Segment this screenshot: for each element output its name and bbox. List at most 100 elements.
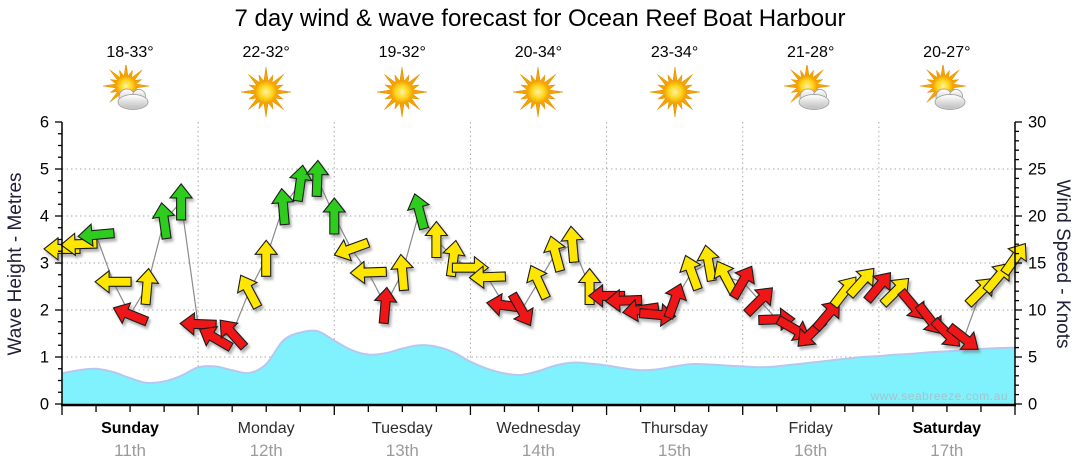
wind-arrow [254,239,279,277]
wind-arrow [77,223,115,248]
watermark: www.seabreeze.com.au [870,389,1008,403]
day-temp-range: 18-33° [106,44,154,61]
wind-arrow [219,319,249,351]
wind-arrow [1000,242,1027,277]
sun-icon [649,66,700,118]
wind-arrow [507,291,534,327]
sun-icon [377,66,428,118]
wind-arrow [151,201,176,240]
cloud-icon [117,88,149,110]
svg-text:20: 20 [1028,208,1046,226]
day-name: Monday [237,420,295,437]
wave-height-area [62,330,1015,404]
svg-text:2: 2 [40,302,49,320]
wind-arrow [812,300,840,333]
day-name: Saturday [912,420,982,437]
svg-text:15: 15 [1028,255,1046,273]
svg-text:0: 0 [1028,396,1037,414]
wind-arrow [135,267,160,306]
wind-arrow [349,260,388,285]
day-header: 21-28° [743,44,879,119]
day-name: Thursday [641,420,708,437]
wind-arrow [60,232,98,257]
day-header: 22-32° [198,44,334,119]
wind-arrow [663,282,688,320]
day-label: Monday 12th [198,420,334,461]
day-temp-range: 19-32° [378,44,426,61]
weather-icon-sun [607,65,743,119]
wind-arrow [577,267,602,306]
wind-arrow [560,225,585,264]
wind-arrow [270,187,295,226]
weather-icon-sun-cloud [62,62,198,119]
svg-text:30: 30 [1028,114,1046,132]
page-title: 7 day wind & wave forecast for Ocean Ree… [234,5,846,32]
sun-icon [241,66,292,118]
day-date: 13th [385,441,419,460]
day-temp-range: 20-27° [923,44,971,61]
wind-arrow [526,264,551,301]
wind-arrow [333,237,371,262]
day-date: 17th [930,441,964,460]
wind-arrow [94,269,132,294]
weather-icon-sun [470,65,606,119]
day-header: 23-34° [607,44,743,119]
cloud-icon [798,88,830,110]
weather-icon-sun-cloud [879,62,1015,119]
svg-text:6: 6 [40,114,49,132]
day-label: Friday 16th [743,420,879,461]
day-name: Tuesday [371,420,433,437]
day-name: Friday [788,420,833,437]
wind-arrow [179,311,217,337]
wind-arrow [468,265,507,290]
day-name: Wednesday [496,420,581,437]
wind-arrow [373,286,398,325]
day-header: 20-27° [879,44,1015,119]
wind-arrow [168,183,194,221]
wind-arrow [322,197,347,235]
day-date: 11th [114,441,146,460]
day-name: Sunday [101,420,159,437]
day-label: Tuesday 13th [334,420,470,461]
wind-arrow [729,265,755,301]
wind-arrow [743,287,774,318]
axis-tick-labels: 0 1 2 3 4 5 6 0 5 10 15 20 25 30 [40,114,1047,414]
wave-height-line [61,329,1016,385]
svg-text:4: 4 [40,208,49,226]
day-date: 14th [521,441,555,460]
day-label: Saturday 17th [879,420,1015,461]
wind-axis-title: Wind Speed - Knots [1052,179,1073,349]
axis-ticks [55,121,1022,415]
wind-arrow [542,235,567,273]
day-date: 15th [658,441,692,460]
day-temp-range: 23-34° [650,44,699,61]
day-temp-range: 21-28° [787,44,835,61]
wind-arrow [604,288,643,313]
wind-arrow [198,325,234,352]
weather-icon-sun [198,65,334,119]
svg-text:25: 25 [1028,161,1046,179]
svg-text:0: 0 [40,396,49,414]
day-label: Wednesday 14th [470,420,606,461]
day-label: Sunday 11th [62,420,198,461]
sun-icon [513,66,564,118]
wind-arrow [946,322,979,350]
svg-text:5: 5 [40,161,49,179]
wind-arrow [845,267,875,299]
day-label: Thursday 15th [607,420,743,461]
wind-arrow [679,254,703,292]
weather-icon-sun [334,65,470,119]
wind-arrow [112,302,150,327]
weather-icon-sun-cloud [743,62,879,119]
svg-text:1: 1 [40,349,49,367]
wind-arrow [863,272,892,304]
wind-arrow [390,253,415,292]
svg-text:3: 3 [40,255,49,273]
wind-trace-line [61,177,1016,339]
svg-text:5: 5 [1028,349,1037,367]
day-header: 18-33° [62,44,198,119]
day-header: 19-32° [334,44,470,119]
wind-arrow [441,239,466,278]
